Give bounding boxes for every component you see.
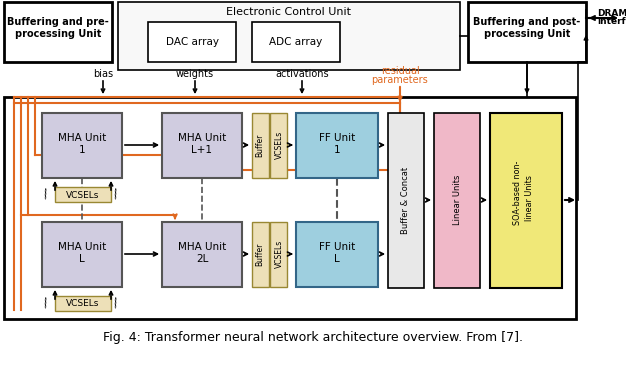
Text: L+1: L+1: [192, 145, 212, 155]
Text: bias: bias: [93, 69, 113, 79]
Bar: [118, 2, 460, 70]
Text: /: /: [112, 187, 120, 201]
Text: SOA-based non-: SOA-based non-: [513, 161, 523, 225]
Text: weights: weights: [176, 69, 214, 79]
Bar: [42, 113, 122, 178]
Text: Buffering and pre-: Buffering and pre-: [7, 17, 109, 27]
Bar: [4, 2, 112, 62]
Bar: [55, 187, 111, 202]
Text: Buffering and post-: Buffering and post-: [473, 17, 581, 27]
Text: 1: 1: [79, 145, 85, 155]
Bar: [162, 222, 242, 287]
Text: DAC array: DAC array: [165, 37, 218, 47]
Text: VCSELs: VCSELs: [66, 299, 100, 309]
Text: MHA Unit: MHA Unit: [178, 133, 226, 143]
Bar: [490, 113, 562, 288]
Text: DRAM: DRAM: [597, 10, 626, 19]
Bar: [252, 222, 269, 287]
Bar: [252, 113, 269, 178]
Text: parameters: parameters: [372, 75, 428, 85]
Text: MHA Unit: MHA Unit: [178, 242, 226, 252]
Bar: [388, 113, 424, 288]
Bar: [468, 2, 586, 62]
Text: /: /: [43, 296, 49, 310]
Text: VCSELs: VCSELs: [274, 131, 284, 159]
Bar: [270, 222, 287, 287]
Bar: [434, 113, 480, 288]
Text: activations: activations: [275, 69, 329, 79]
Text: Electronic Control Unit: Electronic Control Unit: [227, 7, 352, 17]
Text: linear Units: linear Units: [525, 175, 535, 221]
Text: 2L: 2L: [196, 254, 208, 264]
Bar: [296, 222, 378, 287]
Bar: [162, 113, 242, 178]
Text: processing Unit: processing Unit: [484, 29, 570, 39]
Text: 1: 1: [334, 145, 341, 155]
Text: VCSELs: VCSELs: [66, 190, 100, 199]
Text: FF Unit: FF Unit: [319, 133, 355, 143]
Text: L: L: [79, 254, 85, 264]
Bar: [270, 113, 287, 178]
Bar: [42, 222, 122, 287]
Text: ADC array: ADC array: [269, 37, 322, 47]
Text: MHA Unit: MHA Unit: [58, 242, 106, 252]
Bar: [55, 296, 111, 311]
Text: /: /: [43, 187, 49, 201]
Text: residual: residual: [381, 66, 419, 76]
Bar: [4, 97, 576, 319]
Bar: [148, 22, 236, 62]
Text: L: L: [334, 254, 340, 264]
Text: FF Unit: FF Unit: [319, 242, 355, 252]
Text: VCSELs: VCSELs: [274, 240, 284, 268]
Text: processing Unit: processing Unit: [15, 29, 101, 39]
Text: MHA Unit: MHA Unit: [58, 133, 106, 143]
Text: interface: interface: [597, 18, 626, 26]
Text: Buffer & Concat: Buffer & Concat: [401, 167, 411, 234]
Text: Fig. 4: Transformer neural network architecture overview. From [7].: Fig. 4: Transformer neural network archi…: [103, 332, 523, 344]
Text: Linear Units: Linear Units: [453, 175, 461, 225]
Bar: [296, 113, 378, 178]
Bar: [252, 22, 340, 62]
Text: /: /: [112, 296, 120, 310]
Text: Buffer: Buffer: [255, 133, 265, 157]
Text: Buffer: Buffer: [255, 242, 265, 266]
